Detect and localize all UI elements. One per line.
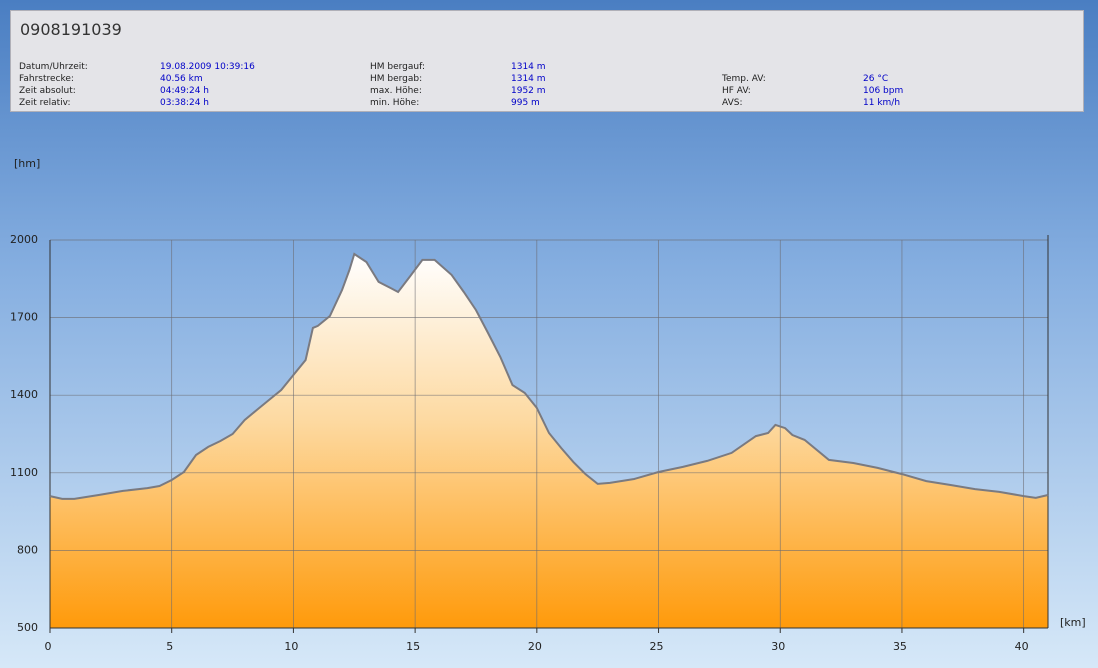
info-label: Datum/Uhrzeit: (19, 62, 88, 72)
title: 0908191039 (20, 20, 122, 39)
x-tick-label: 20 (528, 640, 542, 653)
info-column: HM bergauf: 1314 m HM bergab: 1314 m max. Hö… (370, 61, 546, 109)
info-label: Zeit relativ: (19, 98, 71, 108)
info-row: AVS: 11 km/h (722, 97, 903, 109)
info-value: 19.08.2009 10:39:16 (160, 62, 255, 72)
info-label: HM bergauf: (370, 62, 425, 72)
x-tick-label: 30 (771, 640, 785, 653)
info-value: 40.56 km (160, 74, 203, 84)
info-label: HM bergab: (370, 74, 423, 84)
x-tick-label: 25 (650, 640, 664, 653)
x-tick-label: 5 (166, 640, 173, 653)
info-value: 11 km/h (863, 98, 901, 108)
x-tick-label: 40 (1015, 640, 1029, 653)
info-value: 26 °C (863, 74, 889, 84)
info-row: Fahrstrecke: 40.56 km (19, 73, 255, 85)
y-tick-label: 1100 (10, 466, 38, 479)
area-fill (50, 254, 1048, 628)
y-axis-label: [hm] (14, 157, 40, 170)
x-tick-label: 10 (284, 640, 298, 653)
info-value: 1952 m (511, 86, 546, 96)
info-value: 995 m (511, 98, 540, 108)
info-row: HM bergauf: 1314 m (370, 61, 546, 73)
info-panel: 0908191039 Datum/Uhrzeit: 19.08.2009 10:3… (10, 10, 1084, 112)
info-column: Datum/Uhrzeit: 19.08.2009 10:39:16 Fahrstr… (19, 61, 255, 109)
info-row: Temp. AV: 26 °C (722, 73, 903, 85)
x-tick-label: 0 (45, 640, 52, 653)
info-row: Zeit relativ: 03:38:24 h (19, 97, 255, 109)
info-column: Temp. AV: 26 °C HF AV: 106 bpm AVS: 11 km/h (722, 73, 903, 109)
info-row: min. Höhe: 995 m (370, 97, 546, 109)
x-tick-label: 35 (893, 640, 907, 653)
info-value: 04:49:24 h (160, 86, 209, 96)
info-label: Fahrstrecke: (19, 74, 74, 84)
info-label: HF AV: (722, 86, 751, 96)
info-label: Temp. AV: (722, 74, 766, 84)
info-label: max. Höhe: (370, 86, 422, 96)
y-tick-label: 1400 (10, 388, 38, 401)
area-line (49, 252, 1049, 500)
info-row: HF AV: 106 bpm (722, 85, 903, 97)
y-tick-label: 800 (17, 543, 38, 556)
info-value: 03:38:24 h (160, 98, 209, 108)
info-label: Zeit absolut: (19, 86, 76, 96)
y-tick-label: 2000 (10, 233, 38, 246)
info-row: Zeit absolut: 04:49:24 h (19, 85, 255, 97)
x-tick-label: 15 (406, 640, 420, 653)
info-label: min. Höhe: (370, 98, 420, 108)
info-row: max. Höhe: 1952 m (370, 85, 546, 97)
x-axis-label: [km] (1060, 616, 1086, 629)
info-row: HM bergab: 1314 m (370, 73, 546, 85)
info-row: Datum/Uhrzeit: 19.08.2009 10:39:16 (19, 61, 255, 73)
info-value: 106 bpm (863, 86, 904, 96)
y-tick-label: 1700 (10, 311, 38, 324)
info-value: 1314 m (511, 74, 546, 84)
info-value: 1314 m (511, 62, 546, 72)
info-label: AVS: (722, 98, 743, 108)
y-tick-label: 500 (17, 621, 38, 634)
